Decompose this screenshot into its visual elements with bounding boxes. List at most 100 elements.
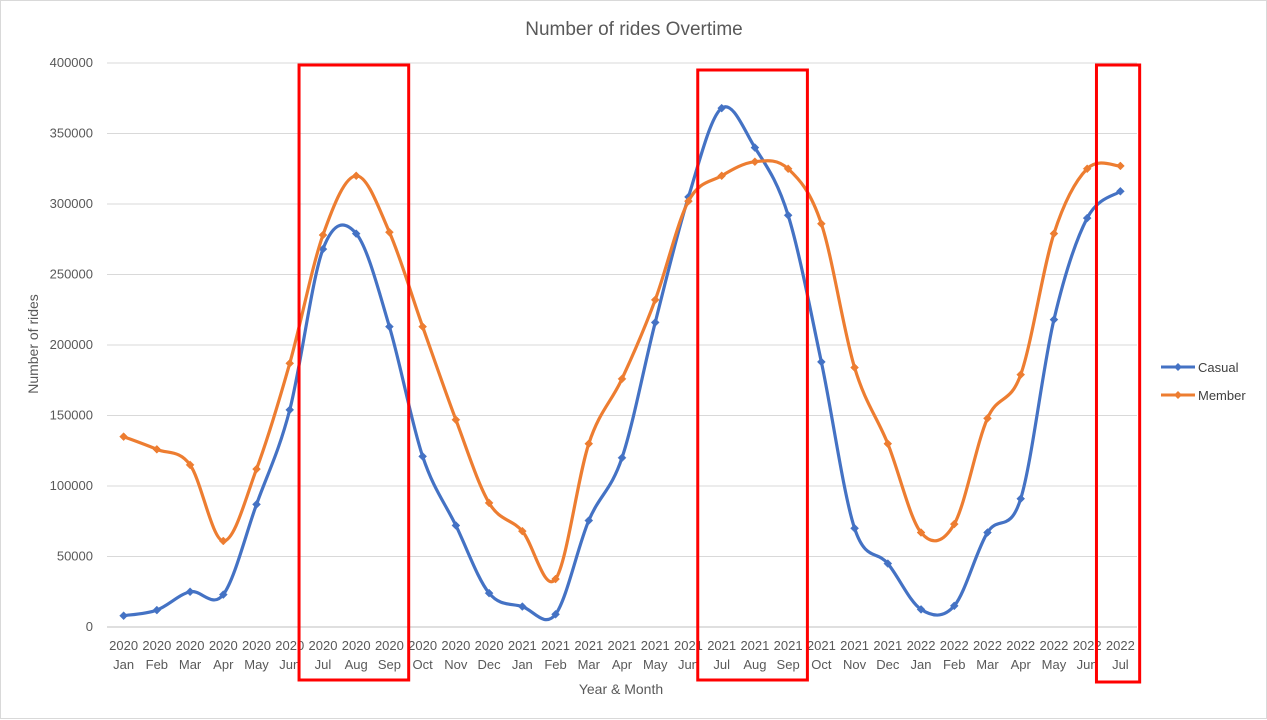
x-tick-month: Mar [179, 657, 202, 672]
x-tick-year: 2021 [574, 638, 603, 653]
x-tick-month: Feb [544, 657, 566, 672]
y-tick-label: 100000 [50, 478, 93, 493]
member-point [617, 374, 627, 384]
x-tick-year: 2021 [873, 638, 902, 653]
casual-point [218, 590, 228, 599]
x-tick-year: 2021 [674, 638, 703, 653]
x-tick-month: Aug [345, 657, 368, 672]
x-tick-month: Jan [512, 657, 533, 672]
casual-point [351, 229, 361, 238]
casual-point [119, 611, 128, 621]
member-point [385, 227, 394, 237]
member-point [949, 519, 959, 529]
member-point [783, 164, 793, 174]
x-tick-month: Jun [279, 657, 300, 672]
casual-point [850, 523, 859, 533]
x-tick-year: 2020 [109, 638, 138, 653]
x-tick-year: 2021 [740, 638, 769, 653]
member-point [318, 230, 328, 240]
member-point [351, 171, 361, 181]
x-tick-year: 2020 [176, 638, 205, 653]
x-tick-year: 2021 [641, 638, 670, 653]
casual-point [484, 588, 494, 598]
x-tick-month: Jan [911, 657, 932, 672]
y-tick-label: 400000 [50, 55, 93, 70]
highlight-boxes [297, 63, 1142, 684]
highlight-box [297, 63, 411, 682]
gridlines [107, 62, 1137, 628]
casual-point [285, 405, 295, 415]
member-point [119, 432, 128, 442]
casual-point [750, 143, 760, 152]
casual-point [1082, 213, 1092, 223]
casual-point [916, 605, 926, 614]
x-tick-year: 2022 [940, 638, 969, 653]
casual-line [122, 105, 1122, 622]
x-tick-month: Sep [378, 657, 401, 672]
casual-point [617, 453, 627, 463]
casual-point [451, 521, 461, 530]
x-tick-year: 2021 [541, 638, 570, 653]
member-point [1082, 164, 1092, 174]
x-tick-month: Sep [777, 657, 800, 672]
x-tick-year: 2020 [441, 638, 470, 653]
legend-item-casual: Casual [1161, 360, 1239, 375]
x-tick-month: Feb [146, 657, 168, 672]
x-tick-year: 2020 [209, 638, 238, 653]
legend-marker [1174, 363, 1182, 371]
x-tick-year: 2020 [408, 638, 437, 653]
x-tick-year: 2021 [508, 638, 537, 653]
casual-point [385, 322, 394, 332]
x-tick-month: Jul [713, 657, 730, 672]
highlight-box [1094, 63, 1142, 684]
y-tick-label: 300000 [50, 196, 93, 211]
casual-point [185, 587, 195, 597]
member-point [285, 358, 295, 368]
x-tick-year: 2022 [907, 638, 936, 653]
x-tick-month: Apr [1011, 657, 1032, 672]
casual-point [1016, 494, 1026, 504]
casual-point [983, 528, 992, 537]
x-tick-year: 2022 [1006, 638, 1035, 653]
series-lines [119, 103, 1125, 622]
x-tick-year: 2021 [840, 638, 869, 653]
x-tick-year: 2022 [1039, 638, 1068, 653]
legend-label: Casual [1198, 360, 1239, 375]
legend-label: Member [1198, 388, 1246, 403]
x-tick-month: Mar [578, 657, 601, 672]
casual-point [883, 559, 893, 568]
y-tick-label: 50000 [57, 549, 93, 564]
x-tick-month: Jun [1077, 657, 1098, 672]
member-point [418, 322, 427, 332]
y-tick-label: 200000 [50, 337, 93, 352]
member-point [551, 574, 560, 584]
member-point [451, 415, 461, 425]
x-tick-year: 2022 [1073, 638, 1102, 653]
x-tick-year: 2020 [275, 638, 304, 653]
x-tick-month: Dec [478, 657, 502, 672]
member-line [122, 159, 1122, 584]
x-tick-year: 2021 [807, 638, 836, 653]
casual-point [1049, 315, 1059, 324]
member-point [218, 536, 228, 546]
member-point [650, 295, 660, 305]
legend-marker [1174, 391, 1182, 399]
member-point [484, 498, 494, 508]
chart-title: Number of rides Overtime [525, 19, 743, 40]
x-tick-month: Apr [612, 657, 633, 672]
casual-point [252, 499, 261, 509]
x-tick-year: 2021 [774, 638, 803, 653]
x-tick-year: 2020 [242, 638, 271, 653]
x-tick-month: Feb [943, 657, 965, 672]
y-tick-label: 150000 [50, 408, 93, 423]
x-tick-month: Dec [876, 657, 900, 672]
x-tick-month: Jul [315, 657, 332, 672]
x-tick-year: 2020 [342, 638, 371, 653]
legend: Casual Member [1161, 360, 1246, 403]
casual-point [418, 452, 427, 461]
member-point [684, 196, 693, 206]
member-point [1049, 229, 1059, 238]
x-axis: 2020 Jan 2020 Feb 2020 Mar 2020 Apr 2020 May 2020 J… [109, 638, 1135, 672]
legend-item-member: Member [1161, 388, 1246, 403]
